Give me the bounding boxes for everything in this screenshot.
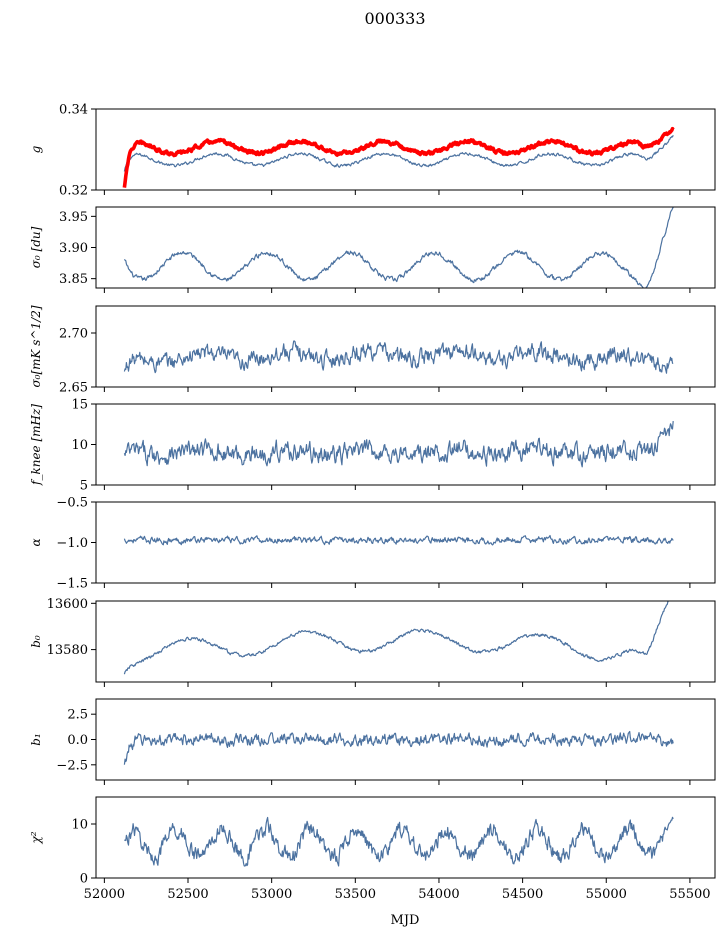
panel-g: 0.32 0.34 g: [29, 103, 716, 199]
axes-frame-sigma0_mks: [95, 305, 716, 388]
xtick-label-3: 53500: [335, 887, 376, 902]
panel-sigma0_du: 3.85 3.90 3.95 σ₀ [du]: [29, 206, 716, 293]
xtick-label-0: 52000: [84, 887, 125, 902]
ytick-label-b1-0: −2.5: [56, 758, 88, 773]
xtick-label-1: 52500: [167, 887, 208, 902]
series-line-b1-0: [123, 730, 674, 765]
axes-frame-g: [95, 108, 716, 191]
ytick-label-sigma0_du-1: 3.90: [59, 241, 88, 256]
y-axis-label-sigma0_du: σ₀ [du]: [29, 226, 43, 268]
panel-alpha: −1.5 −1.0 −0.5 α: [29, 496, 716, 592]
ytick-label-chi2-0: 0: [80, 872, 88, 887]
ytick-label-sigma0_du-0: 3.85: [59, 272, 88, 287]
ytick-label-fknee-2: 15: [71, 398, 88, 413]
ytick-label-b0-0: 13580: [47, 643, 88, 658]
panel-b0: 13580 13600 b₀: [29, 597, 716, 687]
series-line-fknee-0: [123, 421, 674, 468]
panel-sigma0_mks: 2.65 2.70 σ₀[mK s^1/2]: [29, 305, 716, 396]
xtick-label-6: 55000: [586, 887, 627, 902]
xtick-label-5: 54500: [502, 887, 543, 902]
series-line-g-1: [122, 126, 675, 188]
panel-fknee: 5 10 15 f_knee [mHz]: [29, 398, 716, 494]
y-axis-label-chi2: χ²: [29, 831, 43, 844]
xtick-label-4: 54000: [418, 887, 459, 902]
y-axis-label-alpha: α: [29, 538, 43, 546]
ytick-label-fknee-0: 5: [80, 479, 88, 494]
y-axis-label-g: g: [29, 145, 43, 153]
ytick-label-b0-1: 13600: [47, 597, 88, 612]
ytick-label-chi2-1: 10: [71, 818, 88, 833]
ytick-label-sigma0_mks-0: 2.65: [59, 381, 88, 396]
ytick-label-fknee-1: 10: [71, 438, 88, 453]
ytick-label-sigma0_mks-1: 2.70: [59, 327, 88, 342]
series-line-sigma0_mks-0: [123, 340, 674, 374]
ytick-label-g-1: 0.34: [59, 103, 88, 118]
ytick-label-alpha-2: −0.5: [56, 496, 88, 511]
ytick-label-b1-2: 2.5: [67, 708, 88, 723]
panel-chi2: 0 10 52000 52500 53000 53500 54000 54500 55000 55…: [29, 796, 716, 902]
ytick-label-g-0: 0.32: [59, 184, 88, 199]
ytick-label-sigma0_du-2: 3.95: [59, 210, 88, 225]
ytick-label-alpha-0: −1.5: [56, 577, 88, 592]
xtick-label-2: 53000: [251, 887, 292, 902]
series-line-alpha-0: [123, 534, 674, 546]
y-axis-label-fknee: f_knee [mHz]: [29, 404, 43, 486]
axes-frame-b0: [95, 600, 716, 683]
panel-b1: −2.5 0.0 2.5 b₁: [29, 698, 716, 785]
y-axis-label-b1: b₁: [29, 733, 43, 746]
ytick-label-alpha-1: −1.0: [56, 536, 88, 551]
panels: 0.32 0.34 g 3.85 3.90 3.95 σ₀ [du] 2.65 2.70 σ₀[m…: [29, 103, 716, 902]
axes-frame-chi2: [95, 796, 716, 879]
series-line-chi2-0: [124, 816, 674, 867]
xtick-label-7: 55500: [669, 887, 710, 902]
ytick-label-b1-1: 0.0: [67, 733, 88, 748]
series-line-sigma0_du-0: [123, 207, 674, 288]
axes-frame-sigma0_du: [95, 206, 716, 289]
y-axis-label-b0: b₀: [29, 635, 43, 648]
series-line-g-0: [123, 134, 674, 172]
series-line-b0-0: [123, 601, 669, 675]
y-axis-label-sigma0_mks: σ₀[mK s^1/2]: [29, 305, 43, 387]
x-axis-label: MJD: [391, 913, 420, 928]
figure-title: 000333: [364, 9, 425, 28]
